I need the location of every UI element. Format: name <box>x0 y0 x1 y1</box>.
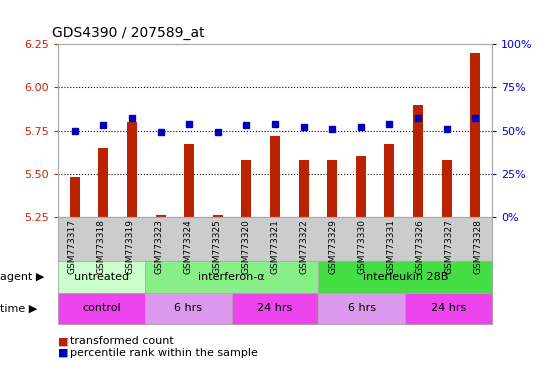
Bar <box>384 144 394 217</box>
Text: GSM773331: GSM773331 <box>386 219 395 274</box>
Text: GSM773319: GSM773319 <box>125 219 135 274</box>
Text: percentile rank within the sample: percentile rank within the sample <box>70 348 258 358</box>
Text: agent ▶: agent ▶ <box>0 272 45 282</box>
Text: GSM773317: GSM773317 <box>68 219 77 274</box>
Text: GSM773324: GSM773324 <box>184 219 192 274</box>
Text: GSM773325: GSM773325 <box>212 219 222 274</box>
Bar <box>98 148 108 217</box>
Text: time ▶: time ▶ <box>0 303 37 313</box>
Text: control: control <box>82 303 120 313</box>
Text: GSM773320: GSM773320 <box>241 219 251 274</box>
Bar <box>213 215 223 217</box>
Text: GDS4390 / 207589_at: GDS4390 / 207589_at <box>52 26 205 40</box>
Text: ■: ■ <box>58 336 68 346</box>
Text: 24 hrs: 24 hrs <box>431 303 466 313</box>
Bar <box>184 144 194 217</box>
Text: GSM773328: GSM773328 <box>473 219 482 274</box>
Bar <box>299 160 309 217</box>
Bar <box>241 160 251 217</box>
Bar <box>413 104 423 217</box>
Text: untreated: untreated <box>74 272 129 282</box>
Text: GSM773321: GSM773321 <box>271 219 279 274</box>
Text: GSM773329: GSM773329 <box>328 219 338 274</box>
Text: 24 hrs: 24 hrs <box>257 303 293 313</box>
Bar <box>327 160 337 217</box>
Bar <box>470 53 480 217</box>
Bar <box>127 122 137 217</box>
Bar <box>356 157 366 217</box>
Text: transformed count: transformed count <box>70 336 174 346</box>
Text: GSM773323: GSM773323 <box>155 219 164 274</box>
Bar <box>270 136 280 217</box>
Text: GSM773330: GSM773330 <box>358 219 366 274</box>
Bar <box>442 160 452 217</box>
Text: 6 hrs: 6 hrs <box>348 303 376 313</box>
Text: GSM773326: GSM773326 <box>415 219 425 274</box>
Text: interferon-α: interferon-α <box>198 272 265 282</box>
Bar <box>156 215 166 217</box>
Text: GSM773327: GSM773327 <box>444 219 453 274</box>
Bar <box>70 177 80 217</box>
Text: GSM773322: GSM773322 <box>299 219 309 274</box>
Text: 6 hrs: 6 hrs <box>174 303 202 313</box>
Text: GSM773318: GSM773318 <box>97 219 106 274</box>
Text: ■: ■ <box>58 348 68 358</box>
Text: interleukin 28B: interleukin 28B <box>362 272 448 282</box>
